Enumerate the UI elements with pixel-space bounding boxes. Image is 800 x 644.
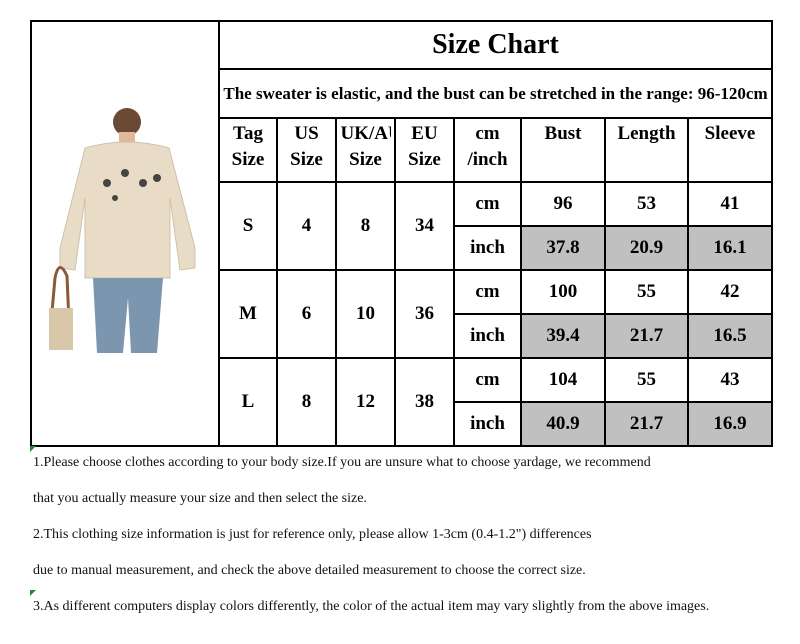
size-us: 4 bbox=[276, 181, 337, 271]
size-tag: L bbox=[218, 357, 278, 447]
size-uk: 8 bbox=[335, 181, 396, 271]
note-line: 2.This clothing size information is just… bbox=[33, 527, 592, 542]
size-uk: 10 bbox=[335, 269, 396, 359]
table-row: inch 37.8 20.9 16.1 bbox=[31, 225, 773, 271]
note-line: 3.As different computers display colors … bbox=[33, 599, 710, 614]
inch-value: 21.7 bbox=[604, 401, 689, 447]
inch-value: 39.4 bbox=[520, 313, 606, 359]
cm-value: 55 bbox=[604, 357, 689, 403]
size-chart-table: Size Chart The sweater is elastic, and t… bbox=[30, 20, 773, 447]
size-eu: 34 bbox=[394, 181, 455, 271]
inch-value: 16.5 bbox=[687, 313, 773, 359]
cm-value: 41 bbox=[687, 181, 773, 227]
cm-value: 100 bbox=[520, 269, 606, 315]
note-line: 1.Please choose clothes according to you… bbox=[33, 455, 651, 470]
column-header: US Size bbox=[276, 117, 337, 183]
table-row: L 8 12 38 cm 104 55 43 bbox=[31, 357, 773, 447]
unit-label: cm bbox=[453, 357, 522, 403]
size-uk: 12 bbox=[335, 357, 396, 447]
note-line: due to manual measurement, and check the… bbox=[33, 563, 586, 578]
inch-value: 16.9 bbox=[687, 401, 773, 447]
unit-label: inch bbox=[453, 401, 522, 447]
column-header: cm /inch bbox=[453, 117, 522, 183]
cm-value: 104 bbox=[520, 357, 606, 403]
size-tag: S bbox=[218, 181, 278, 271]
product-photo bbox=[30, 20, 220, 447]
column-header: Tag Size bbox=[218, 117, 278, 183]
cm-value: 55 bbox=[604, 269, 689, 315]
table-row: S 4 8 34 cm 96 53 41 bbox=[31, 181, 773, 271]
unit-label: inch bbox=[453, 225, 522, 271]
chart-subtitle: The sweater is elastic, and the bust can… bbox=[218, 68, 773, 119]
size-tag: M bbox=[218, 269, 278, 359]
table-row: inch 40.9 21.7 16.9 bbox=[31, 401, 773, 447]
column-header: Sleeve bbox=[687, 117, 773, 183]
inch-value: 37.8 bbox=[520, 225, 606, 271]
note-line: that you actually measure your size and … bbox=[33, 491, 367, 506]
size-eu: 36 bbox=[394, 269, 455, 359]
unit-label: inch bbox=[453, 313, 522, 359]
inch-value: 40.9 bbox=[520, 401, 606, 447]
corner-mark bbox=[30, 446, 36, 452]
chart-title: Size Chart bbox=[218, 20, 773, 70]
inch-value: 21.7 bbox=[604, 313, 689, 359]
unit-label: cm bbox=[453, 269, 522, 315]
column-header: UK/AU Size bbox=[335, 117, 396, 183]
table-row: inch 39.4 21.7 16.5 bbox=[31, 313, 773, 359]
size-eu: 38 bbox=[394, 357, 455, 447]
sweater-model-image bbox=[49, 107, 196, 353]
cm-value: 43 bbox=[687, 357, 773, 403]
size-us: 8 bbox=[276, 357, 337, 447]
cm-value: 42 bbox=[687, 269, 773, 315]
cm-value: 53 bbox=[604, 181, 689, 227]
column-header: EU Size bbox=[394, 117, 455, 183]
inch-value: 20.9 bbox=[604, 225, 689, 271]
corner-mark bbox=[30, 590, 36, 596]
column-header: Bust bbox=[520, 117, 606, 183]
inch-value: 16.1 bbox=[687, 225, 773, 271]
cm-value: 96 bbox=[520, 181, 606, 227]
table-row: M 6 10 36 cm 100 55 42 bbox=[31, 269, 773, 359]
column-header: Length bbox=[604, 117, 689, 183]
size-us: 6 bbox=[276, 269, 337, 359]
unit-label: cm bbox=[453, 181, 522, 227]
